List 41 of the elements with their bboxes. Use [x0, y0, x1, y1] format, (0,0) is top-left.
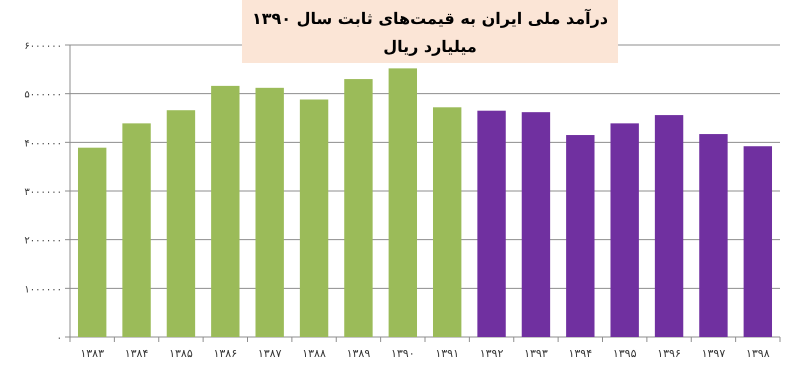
bar [432, 107, 462, 337]
x-tick-label: ۱۳۸۹ [346, 347, 370, 360]
bar [255, 88, 284, 337]
bar [699, 134, 728, 337]
bar [300, 100, 328, 337]
bar [344, 79, 373, 337]
y-tick-label: ۰ [56, 333, 62, 344]
bar [522, 112, 550, 337]
y-tick-label: ۳۰۰۰۰۰۰ [24, 187, 62, 198]
bar [744, 146, 772, 337]
y-tick-label: ۱۰۰۰۰۰۰ [24, 284, 62, 296]
bar [211, 86, 240, 337]
y-tick-label: ۶۰۰۰۰۰۰ [24, 41, 62, 52]
x-tick-label: ۱۳۸۵ [169, 347, 193, 360]
x-tick-label: ۱۳۸۶ [213, 347, 238, 360]
bar [610, 123, 639, 337]
bar [654, 115, 684, 337]
bar [388, 68, 418, 337]
x-tick-label: ۱۳۹۸ [746, 347, 770, 360]
bar [566, 135, 595, 337]
bar [477, 110, 506, 337]
x-tick-label: ۱۳۹۳ [524, 347, 548, 360]
bar [122, 123, 151, 337]
x-tick-label: ۱۳۹۰ [390, 347, 415, 360]
x-tick-label: ۱۳۹۶ [657, 347, 681, 360]
x-tick-label: ۱۳۹۴ [568, 347, 592, 360]
x-tick-label: ۱۳۹۵ [612, 347, 637, 360]
bar [78, 148, 106, 337]
y-tick-label: ۵۰۰۰۰۰۰ [24, 90, 62, 101]
y-tick-label: ۴۰۰۰۰۰۰ [24, 138, 62, 150]
x-tick-label: ۱۳۹۱ [435, 347, 460, 360]
chart-title: درآمد ملی ایران به قیمت‌های ثابت سال ۱۳۹۰ [252, 8, 608, 28]
x-tick-label: ۱۳۸۳ [80, 347, 104, 360]
x-tick-label: ۱۳۹۷ [702, 347, 726, 360]
y-tick-label: ۲۰۰۰۰۰۰ [24, 236, 62, 247]
bar [166, 110, 196, 337]
x-tick-label: ۱۳۸۸ [302, 347, 326, 360]
x-tick-label: ۱۳۹۲ [480, 347, 504, 360]
chart-subtitle: میلیارد ریال [383, 37, 477, 56]
x-tick-label: ۱۳۸۴ [124, 347, 148, 360]
x-tick-label: ۱۳۸۷ [258, 347, 282, 360]
